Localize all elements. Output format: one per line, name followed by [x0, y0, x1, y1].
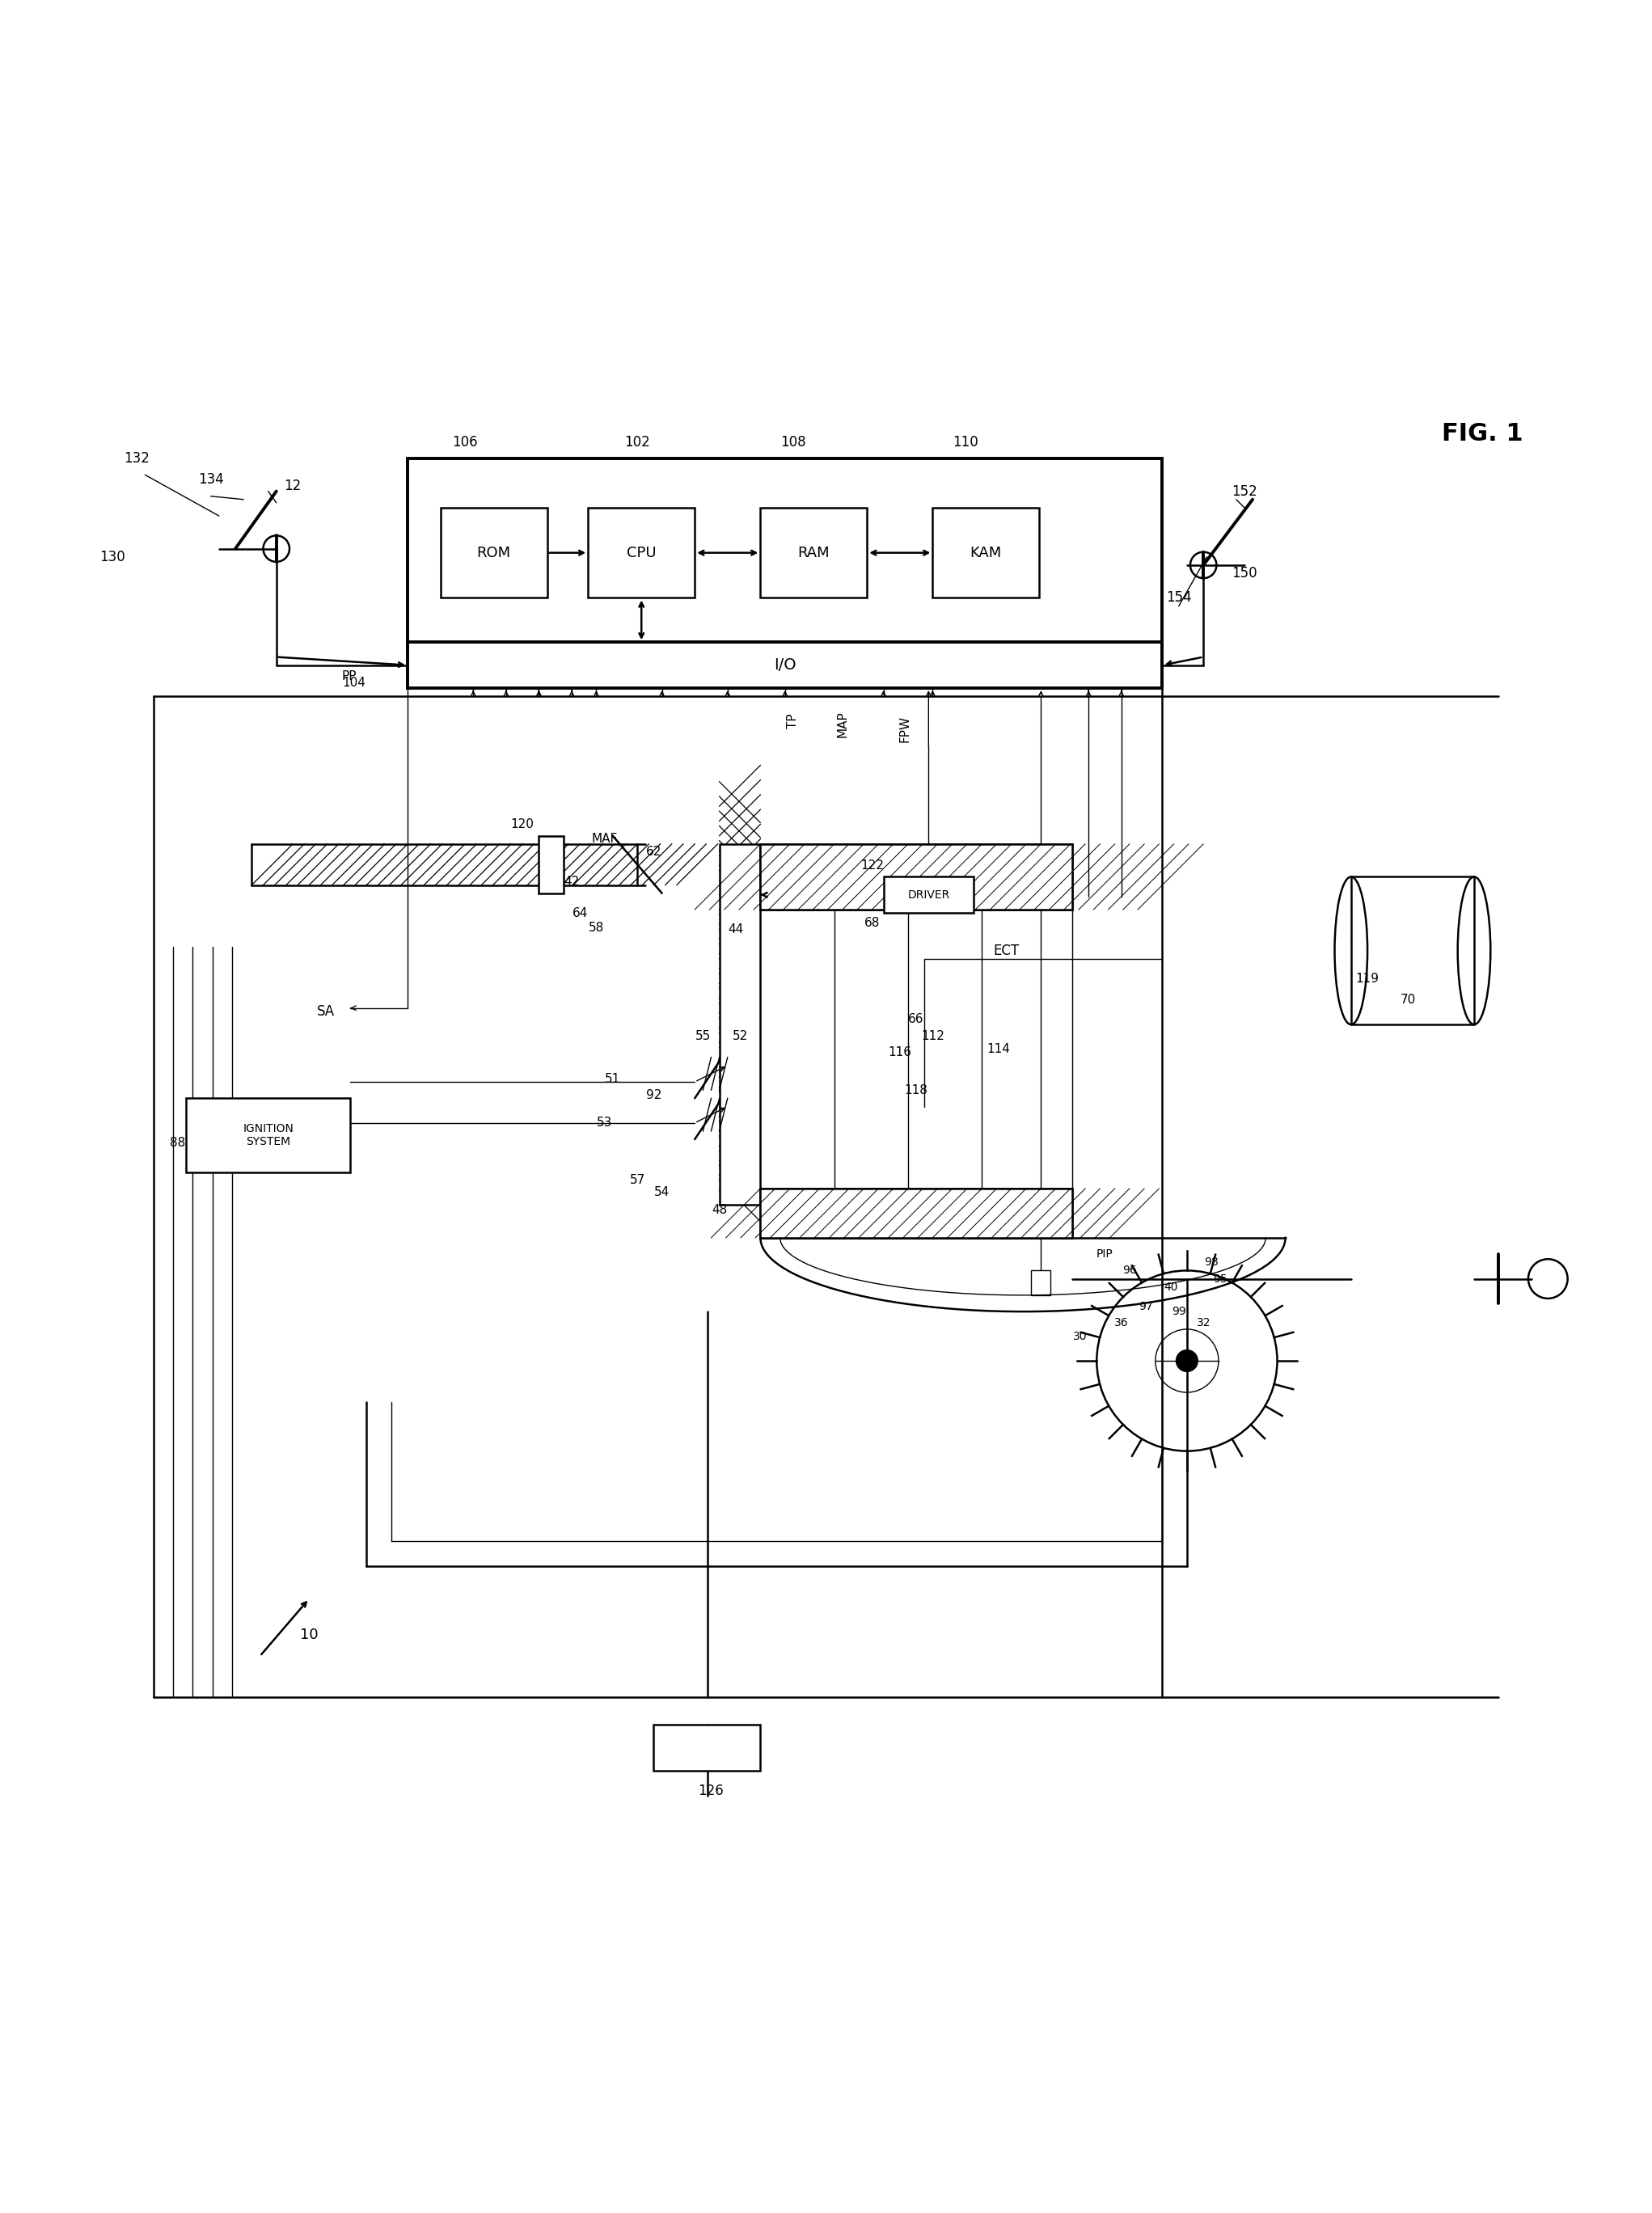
Bar [588, 507, 695, 598]
Text: 52: 52 [733, 1029, 748, 1042]
Bar [760, 1188, 1072, 1237]
Text: 104: 104 [342, 677, 365, 688]
Bar [760, 1188, 1072, 1237]
Text: 97: 97 [1138, 1301, 1153, 1312]
Text: 55: 55 [695, 1029, 710, 1042]
Text: 120: 120 [510, 819, 534, 830]
Text: 66: 66 [909, 1014, 923, 1025]
Text: 48: 48 [712, 1204, 727, 1215]
Text: 12: 12 [284, 478, 301, 493]
Text: 132: 132 [124, 451, 150, 465]
Text: 134: 134 [198, 474, 223, 487]
Bar [187, 1098, 350, 1173]
Text: 68: 68 [864, 916, 881, 929]
Text: DRIVER: DRIVER [907, 890, 950, 901]
Text: FPW: FPW [899, 715, 910, 744]
Bar [719, 843, 760, 1204]
Text: 99: 99 [1171, 1306, 1186, 1317]
Text: KAM: KAM [970, 547, 1001, 560]
Text: 112: 112 [920, 1029, 945, 1042]
Text: 108: 108 [780, 434, 806, 449]
Text: I/O: I/O [773, 657, 796, 673]
Text: 98: 98 [1204, 1257, 1219, 1268]
Bar [654, 1724, 760, 1770]
Text: RAM: RAM [798, 547, 829, 560]
Bar [408, 458, 1163, 646]
Text: MAP: MAP [836, 710, 849, 737]
Text: 114: 114 [986, 1042, 1009, 1056]
Text: 126: 126 [699, 1784, 724, 1797]
Text: 130: 130 [99, 549, 126, 564]
Text: ECT: ECT [993, 943, 1019, 958]
Text: 30: 30 [1074, 1330, 1087, 1341]
Text: 110: 110 [953, 434, 978, 449]
Text: 88: 88 [170, 1137, 185, 1149]
Text: 152: 152 [1231, 485, 1257, 498]
Bar [884, 876, 973, 914]
Bar [760, 843, 1072, 910]
Text: CPU: CPU [626, 547, 656, 560]
Text: 122: 122 [861, 859, 884, 872]
Text: 70: 70 [1401, 994, 1416, 1007]
Text: 95: 95 [1213, 1272, 1227, 1284]
Text: 119: 119 [1356, 972, 1379, 985]
Bar [539, 837, 563, 894]
Text: MAF: MAF [591, 832, 618, 845]
Text: PIP: PIP [1097, 1248, 1113, 1259]
Text: 32: 32 [1196, 1317, 1211, 1328]
Text: 92: 92 [646, 1089, 661, 1102]
Text: SA: SA [317, 1005, 334, 1018]
Bar [760, 843, 1072, 910]
Text: TP: TP [786, 713, 800, 728]
Bar [441, 507, 547, 598]
Text: 58: 58 [588, 921, 605, 934]
Bar [1351, 876, 1474, 1025]
Text: 44: 44 [729, 923, 743, 936]
Text: 116: 116 [889, 1047, 912, 1058]
Circle shape [1176, 1350, 1198, 1372]
Bar [408, 642, 1163, 688]
Text: 10: 10 [301, 1627, 319, 1642]
Text: 102: 102 [624, 434, 651, 449]
Bar [1031, 1270, 1051, 1295]
Text: 40: 40 [1163, 1281, 1178, 1292]
Text: 118: 118 [905, 1084, 928, 1095]
Text: IGNITION
SYSTEM: IGNITION SYSTEM [243, 1122, 294, 1146]
Text: 64: 64 [572, 907, 588, 918]
Text: 53: 53 [596, 1118, 613, 1129]
Text: FIG. 1: FIG. 1 [1442, 423, 1523, 445]
Text: 42: 42 [563, 876, 580, 887]
Text: 96: 96 [1122, 1266, 1137, 1277]
Text: ROM: ROM [477, 547, 510, 560]
Text: 62: 62 [646, 845, 661, 859]
Text: 106: 106 [453, 434, 477, 449]
Text: 154: 154 [1166, 591, 1191, 604]
Text: 57: 57 [629, 1175, 644, 1186]
Text: PP: PP [342, 671, 357, 684]
Text: 54: 54 [654, 1186, 669, 1197]
Bar [933, 507, 1039, 598]
Bar [760, 507, 867, 598]
Text: 51: 51 [605, 1073, 621, 1084]
Text: 150: 150 [1232, 567, 1257, 580]
Text: 36: 36 [1113, 1317, 1128, 1328]
